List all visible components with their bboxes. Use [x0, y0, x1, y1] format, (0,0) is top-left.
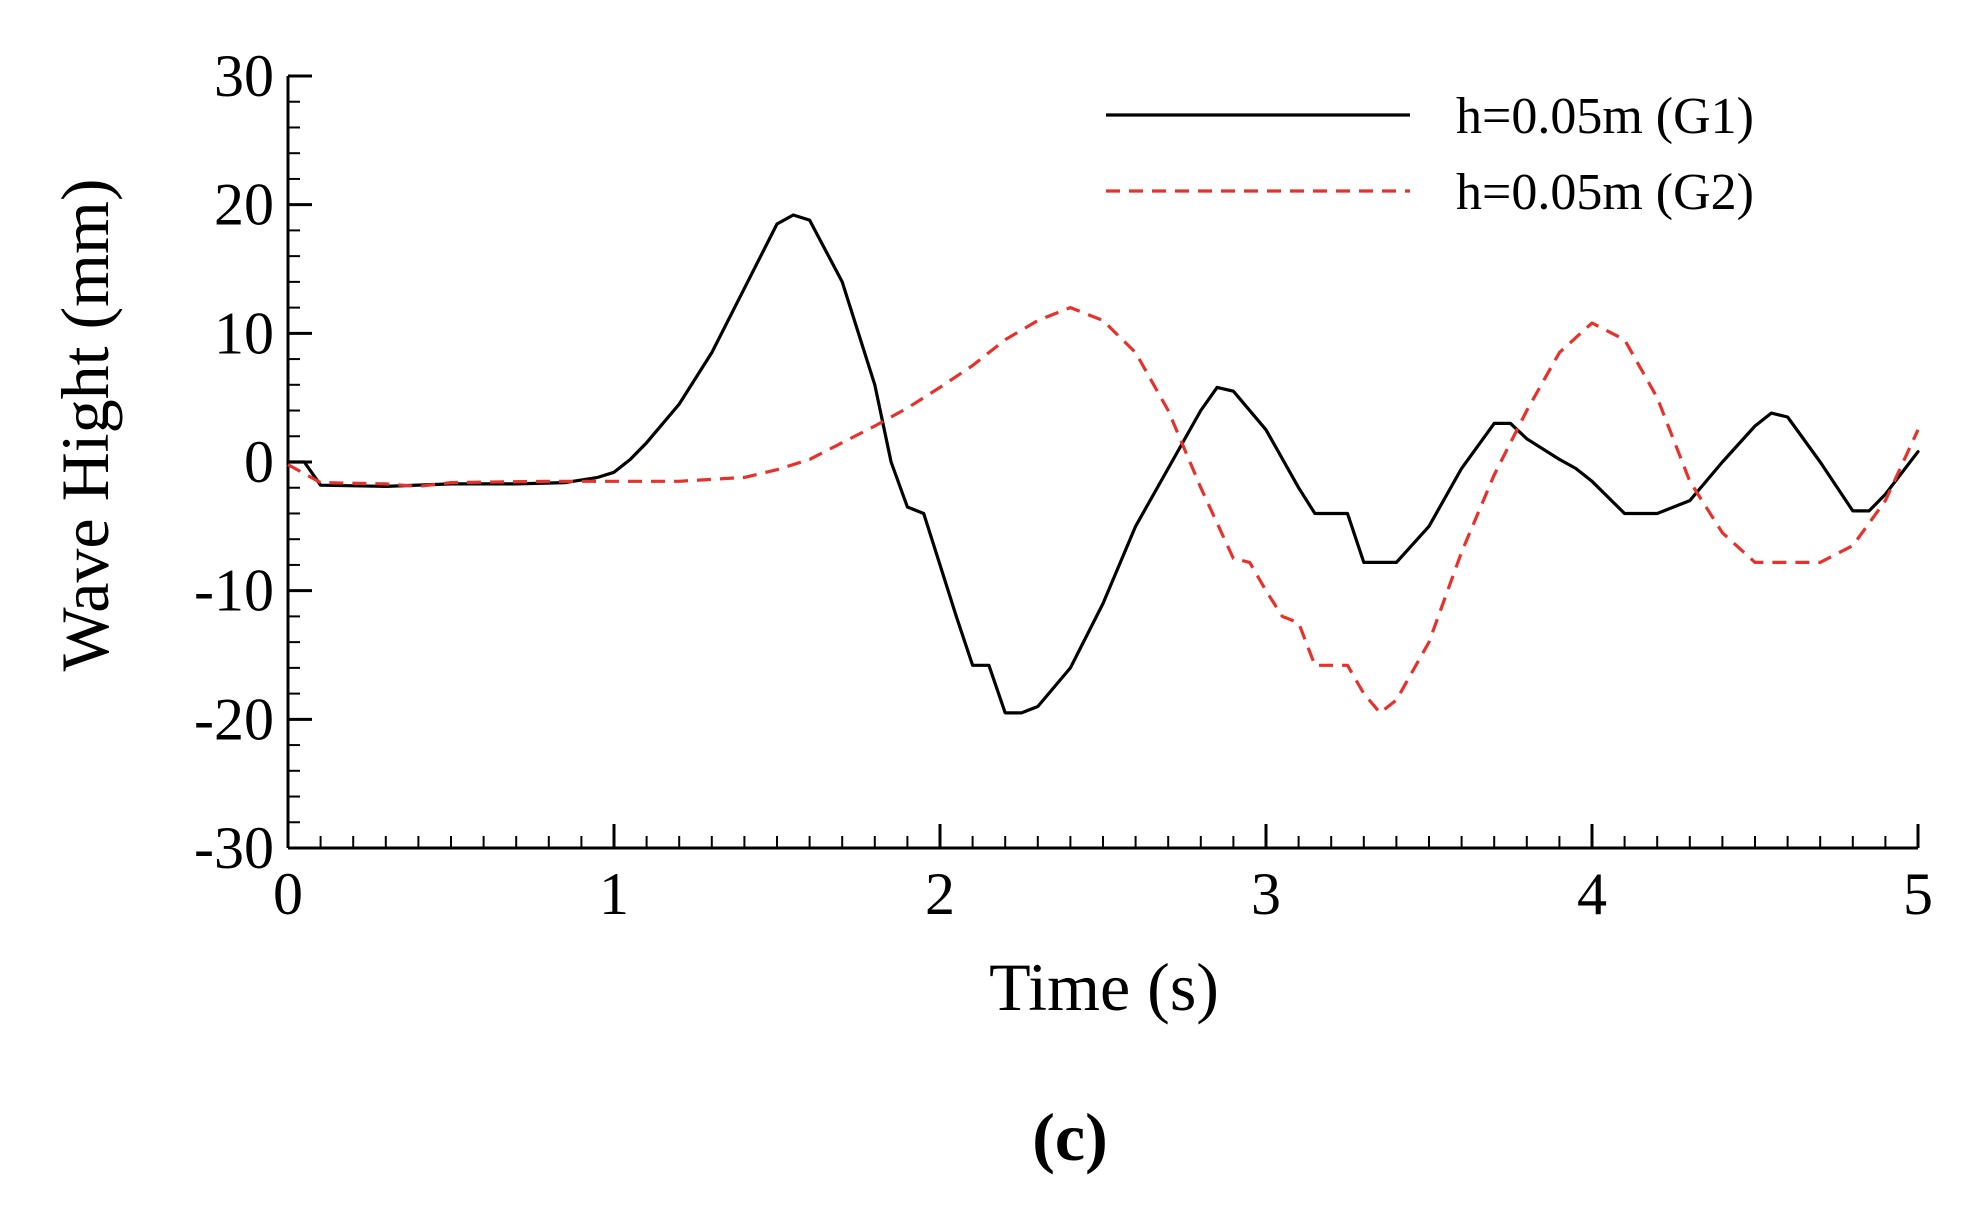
major-ticks	[286, 74, 1920, 850]
y-tick-label: 0	[244, 429, 274, 495]
y-tick-labels: -30 -20 -10 0 10 20 30	[194, 43, 274, 881]
x-tick-labels: 0 1 2 3 4 5	[273, 861, 1933, 927]
x-tick-label: 3	[1251, 861, 1281, 927]
series-lines	[286, 213, 1920, 715]
panel-label: (c)	[1032, 1099, 1107, 1175]
y-tick-label: -10	[194, 558, 274, 624]
x-tick-label: 4	[1577, 861, 1607, 927]
y-axis-title: Wave Hight (mm)	[47, 178, 123, 671]
x-axis-title: Time (s)	[989, 949, 1219, 1025]
series-line-1	[286, 213, 1920, 715]
x-tick-label: 0	[273, 861, 303, 927]
x-tick-label: 2	[925, 861, 955, 927]
y-tick-label: -30	[194, 815, 274, 881]
y-tick-label: -20	[194, 686, 274, 752]
legend-label-2: h=0.05m (G2)	[1456, 164, 1754, 221]
legend-label-1: h=0.05m (G1)	[1456, 88, 1754, 145]
minor-ticks	[288, 100, 1887, 848]
legend: h=0.05m (G1) h=0.05m (G2)	[1106, 88, 1754, 221]
x-tick-label: 5	[1903, 861, 1933, 927]
x-tick-label: 1	[599, 861, 629, 927]
y-tick-label: 20	[214, 172, 274, 238]
y-tick-label: 30	[214, 43, 274, 109]
series-line-2	[287, 306, 1920, 715]
y-tick-label: 10	[214, 300, 274, 366]
